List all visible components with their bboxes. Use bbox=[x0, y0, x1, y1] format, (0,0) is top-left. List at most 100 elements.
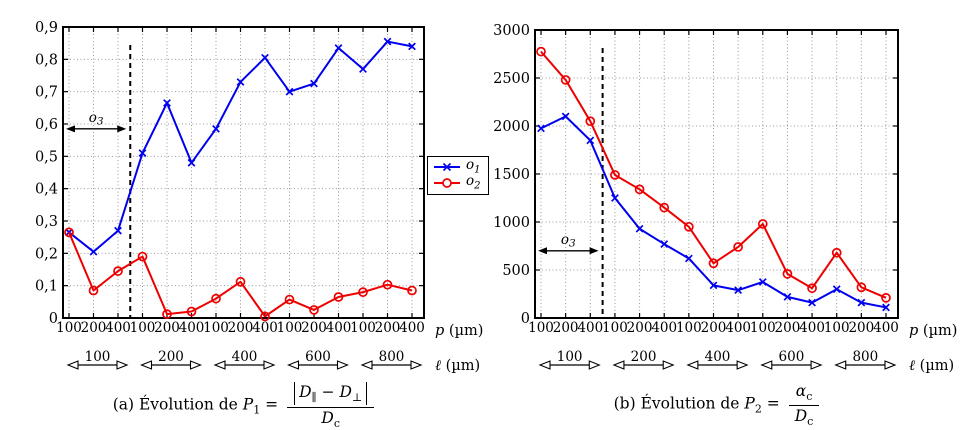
chart-b-grid bbox=[535, 29, 898, 318]
svg-text:200: 200 bbox=[81, 320, 107, 336]
svg-text:500: 500 bbox=[502, 263, 530, 279]
svg-text:200: 200 bbox=[301, 320, 327, 336]
svg-text:400: 400 bbox=[725, 320, 751, 336]
svg-text:200: 200 bbox=[553, 320, 579, 336]
svg-text:200: 200 bbox=[154, 320, 180, 336]
svg-text:400: 400 bbox=[705, 349, 731, 365]
legend: o1 o2 bbox=[427, 156, 489, 195]
svg-text:800: 800 bbox=[852, 349, 878, 365]
svg-text:2500: 2500 bbox=[493, 71, 530, 87]
caption-a-equals: = bbox=[265, 395, 279, 414]
svg-text:0,4: 0,4 bbox=[35, 182, 58, 198]
caption-b-param: P bbox=[744, 394, 755, 413]
chart-b-o3-annotation: o3 bbox=[538, 232, 599, 255]
x-marker-icon bbox=[442, 162, 452, 172]
svg-text:0,2: 0,2 bbox=[35, 246, 58, 262]
svg-text:600: 600 bbox=[305, 349, 331, 365]
caption-b-num: α bbox=[795, 382, 807, 400]
chart-a-grid bbox=[63, 26, 424, 318]
chart-b-series-o1 bbox=[537, 112, 890, 312]
legend-label-o2: o2 bbox=[466, 172, 481, 192]
caption-b-param-sub: 2 bbox=[754, 402, 762, 416]
caption-a-param: P bbox=[242, 395, 254, 414]
svg-text:200: 200 bbox=[158, 349, 184, 365]
svg-text:0,5: 0,5 bbox=[35, 149, 58, 165]
caption-a-num-d1: D bbox=[299, 383, 312, 401]
svg-text:400: 400 bbox=[179, 320, 205, 336]
legend-label-o2-sub: 2 bbox=[474, 180, 481, 192]
legend-sample-o1-icon bbox=[434, 162, 460, 172]
caption-a-fraction: D∥ − D⊥ Dc bbox=[287, 381, 375, 430]
svg-text:100: 100 bbox=[277, 320, 303, 336]
svg-text:3000: 3000 bbox=[493, 23, 530, 39]
svg-text:100: 100 bbox=[350, 320, 376, 336]
caption-b: (b) Évolution de P2 = αc Dc bbox=[535, 381, 898, 428]
caption-a-den-sub: c bbox=[333, 417, 340, 430]
legend-label-o2-var: o bbox=[466, 172, 475, 189]
caption-b-lead: Évolution de bbox=[640, 394, 740, 413]
caption-a-minus: − bbox=[321, 383, 335, 401]
svg-text:400: 400 bbox=[651, 320, 677, 336]
caption-b-den-sub: c bbox=[807, 415, 814, 429]
svg-text:400: 400 bbox=[105, 320, 131, 336]
svg-text:200: 200 bbox=[228, 320, 254, 336]
caption-a-num-d1-sub: ∥ bbox=[311, 391, 317, 405]
svg-text:200: 200 bbox=[775, 320, 801, 336]
svg-text:400: 400 bbox=[326, 320, 352, 336]
svg-text:1000: 1000 bbox=[493, 215, 530, 231]
svg-text:ℓ (µm): ℓ (µm) bbox=[909, 358, 954, 374]
svg-text:200: 200 bbox=[631, 349, 657, 365]
svg-text:p (µm): p (µm) bbox=[435, 323, 483, 339]
svg-text:0,6: 0,6 bbox=[35, 117, 58, 133]
legend-label-o1-var: o bbox=[466, 156, 475, 173]
chart-b-series-o2 bbox=[536, 46, 891, 303]
chart-b: o305001000150020002500300010020040010020… bbox=[493, 23, 957, 374]
svg-text:400: 400 bbox=[399, 320, 425, 336]
svg-text:200: 200 bbox=[375, 320, 401, 336]
caption-a-num-d2: D bbox=[339, 383, 352, 401]
caption-b-equals: = bbox=[766, 394, 780, 413]
chart-b-group-axis: 100 200 400 600 800 ℓ (µm) bbox=[538, 349, 954, 374]
svg-text:100: 100 bbox=[130, 320, 156, 336]
svg-text:200: 200 bbox=[701, 320, 727, 336]
chart-b-axis-labels: 0500100015002000250030001002004001002004… bbox=[493, 23, 957, 339]
circle-marker-icon bbox=[442, 178, 452, 188]
svg-text:600: 600 bbox=[779, 349, 805, 365]
caption-a-index: (a) bbox=[112, 395, 135, 414]
svg-text:100: 100 bbox=[824, 320, 850, 336]
legend-item-o2: o2 bbox=[432, 172, 481, 192]
svg-text:o3: o3 bbox=[561, 232, 576, 250]
chart-a-series-o1 bbox=[65, 37, 416, 256]
chart-a-group-axis: 100 200 400 600 800 ℓ (µm) bbox=[66, 349, 480, 374]
svg-text:400: 400 bbox=[799, 320, 825, 336]
caption-a-num-d2-sub: ⊥ bbox=[351, 391, 363, 405]
chart-a-o3-annotation: o3 bbox=[66, 110, 127, 133]
svg-text:ℓ (µm): ℓ (µm) bbox=[435, 358, 480, 374]
svg-text:0,8: 0,8 bbox=[35, 52, 58, 68]
svg-text:0,1: 0,1 bbox=[35, 279, 58, 295]
svg-text:200: 200 bbox=[627, 320, 653, 336]
caption-b-num-sub: c bbox=[806, 390, 813, 404]
caption-a-lead: Évolution de bbox=[138, 395, 238, 414]
chart-a: o300,10,20,30,40,50,60,70,80,91002004001… bbox=[35, 20, 483, 374]
caption-b-fraction: αc Dc bbox=[788, 381, 820, 429]
chart-a-axis-labels: 00,10,20,30,40,50,60,70,80,9100200400100… bbox=[35, 20, 483, 339]
svg-text:100: 100 bbox=[602, 320, 628, 336]
svg-text:100: 100 bbox=[750, 320, 776, 336]
svg-text:400: 400 bbox=[232, 349, 258, 365]
svg-text:2000: 2000 bbox=[493, 119, 530, 135]
svg-text:100: 100 bbox=[528, 320, 554, 336]
caption-a-den: D bbox=[321, 409, 334, 428]
legend-label-o1: o1 bbox=[466, 156, 481, 176]
svg-text:100: 100 bbox=[676, 320, 702, 336]
svg-text:100: 100 bbox=[56, 320, 82, 336]
svg-text:0,7: 0,7 bbox=[35, 85, 58, 101]
svg-text:0: 0 bbox=[49, 311, 58, 327]
svg-text:400: 400 bbox=[577, 320, 603, 336]
caption-a: (a) Évolution de P1 = D∥ − D⊥ Dc bbox=[63, 381, 424, 430]
svg-text:400: 400 bbox=[873, 320, 899, 336]
svg-text:100: 100 bbox=[557, 349, 583, 365]
svg-text:0,9: 0,9 bbox=[35, 20, 58, 36]
